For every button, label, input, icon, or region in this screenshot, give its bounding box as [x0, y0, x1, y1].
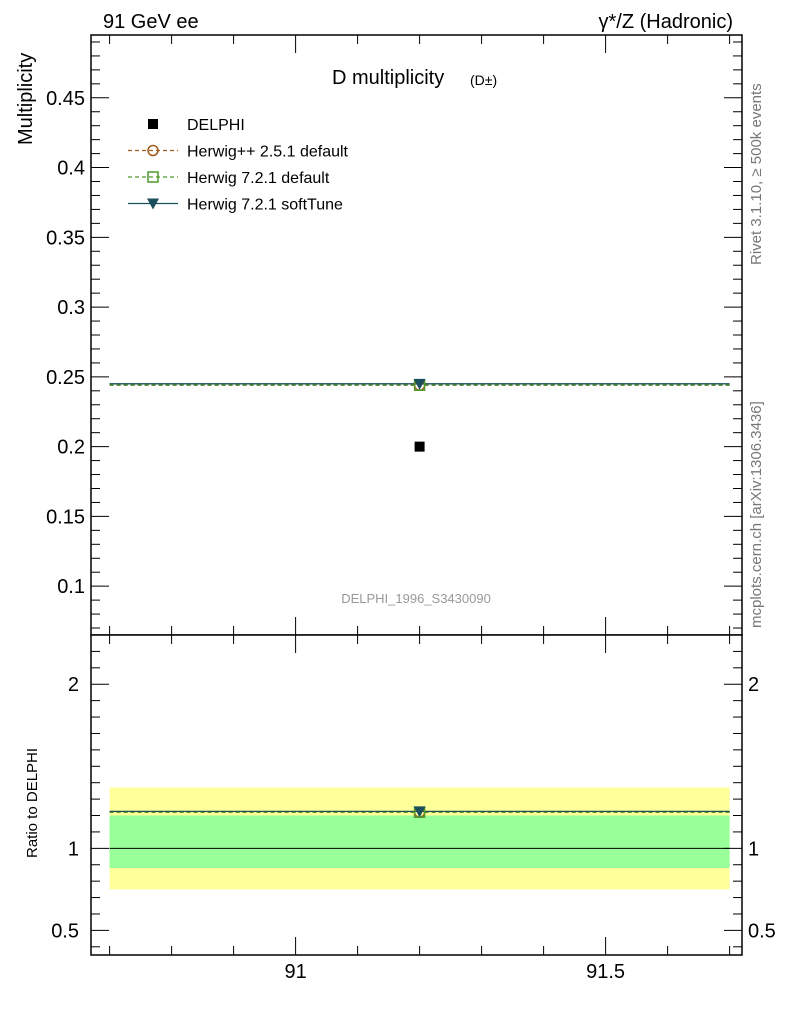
ratio-plot-frame: [90, 634, 743, 956]
header-right-label: γ*/Z (Hadronic): [599, 11, 733, 33]
marker-herwig-7-2-1-softtune: [147, 198, 159, 210]
legend: DELPHI Herwig++ 2.5.1 default Herwig 7.2.1…: [128, 117, 349, 214]
ratio-tick-label-left: 1: [68, 838, 79, 860]
y-tick-label: 0.3: [57, 297, 85, 319]
ratio-plot-panel: 0.5 0.5 1 1 2 2 Ratio to DELPHI 91 91.5: [24, 634, 776, 983]
y-axis-label: Multiplicity: [15, 53, 37, 145]
header-left-label: 91 GeV ee: [103, 11, 199, 33]
mcplots-label: mcplots.cern.ch [arXiv:1306.3436]: [748, 401, 765, 628]
legend-label-herwig-7-2-1-default: Herwig 7.2.1 default: [187, 170, 330, 187]
ratio-tick-label-right: 2: [748, 674, 759, 696]
chart-title-subscript: (D±): [470, 72, 497, 88]
ratio-tick-label-left: 2: [68, 674, 79, 696]
chart-title: D multiplicity: [332, 67, 444, 89]
y-tick-label: 0.2: [57, 437, 85, 459]
y-tick-label: 0.1: [57, 576, 85, 598]
analysis-id-label: DELPHI_1996_S3430090: [341, 591, 491, 606]
ratio-tick-labels: 0.5 0.5 1 1 2 2: [51, 674, 776, 942]
y-tick-label: 0.45: [46, 88, 85, 110]
rivet-version-label: Rivet 3.1.10, ≥ 500k events: [748, 83, 765, 265]
ratio-bands: [109, 787, 730, 890]
legend-label-herwig-2-5-1-default: Herwig++ 2.5.1 default: [187, 144, 349, 161]
y-tick-label: 0.4: [57, 158, 85, 180]
y-tick-label: 0.25: [46, 367, 85, 389]
x-tick-labels: 91 91.5: [284, 961, 625, 983]
ratio-tick-label-right: 1: [748, 838, 759, 860]
main-tick-labels: 0.1 0.15 0.2 0.25 0.3 0.35 0.4 0.45: [46, 88, 85, 598]
main-plot-panel: 0.1 0.15 0.2 0.25 0.3 0.35 0.4 0.45 D multiplic…: [15, 34, 743, 636]
ratio-band-inner: [109, 815, 730, 869]
legend-label-herwig-7-2-1-softtune: Herwig 7.2.1 softTune: [187, 197, 343, 214]
legend-label-delphi: DELPHI: [187, 117, 245, 134]
ratio-tick-label-right: 0.5: [748, 920, 776, 942]
marker-herwig-7-2-1-softtune: [413, 806, 426, 818]
marker-herwig-7-2-1-softtune: [413, 378, 426, 390]
main-plot-background: [91, 35, 742, 635]
ratio-series: [109, 806, 730, 818]
ratio-y-axis-label: Ratio to DELPHI: [24, 748, 41, 858]
ratio-tick-label-left: 0.5: [51, 920, 79, 942]
y-tick-label: 0.15: [46, 506, 85, 528]
y-tick-label: 0.35: [46, 227, 85, 249]
main-ticks: [91, 35, 742, 635]
marker-delphi: [148, 119, 158, 129]
marker-herwig-7-2-1-default: [147, 171, 159, 183]
marker-delphi: [414, 441, 425, 452]
main-series: [109, 378, 730, 452]
x-tick-label: 91: [284, 961, 306, 983]
marker-herwig-2-5-1-default: [147, 144, 159, 157]
x-tick-label: 91.5: [586, 961, 625, 983]
